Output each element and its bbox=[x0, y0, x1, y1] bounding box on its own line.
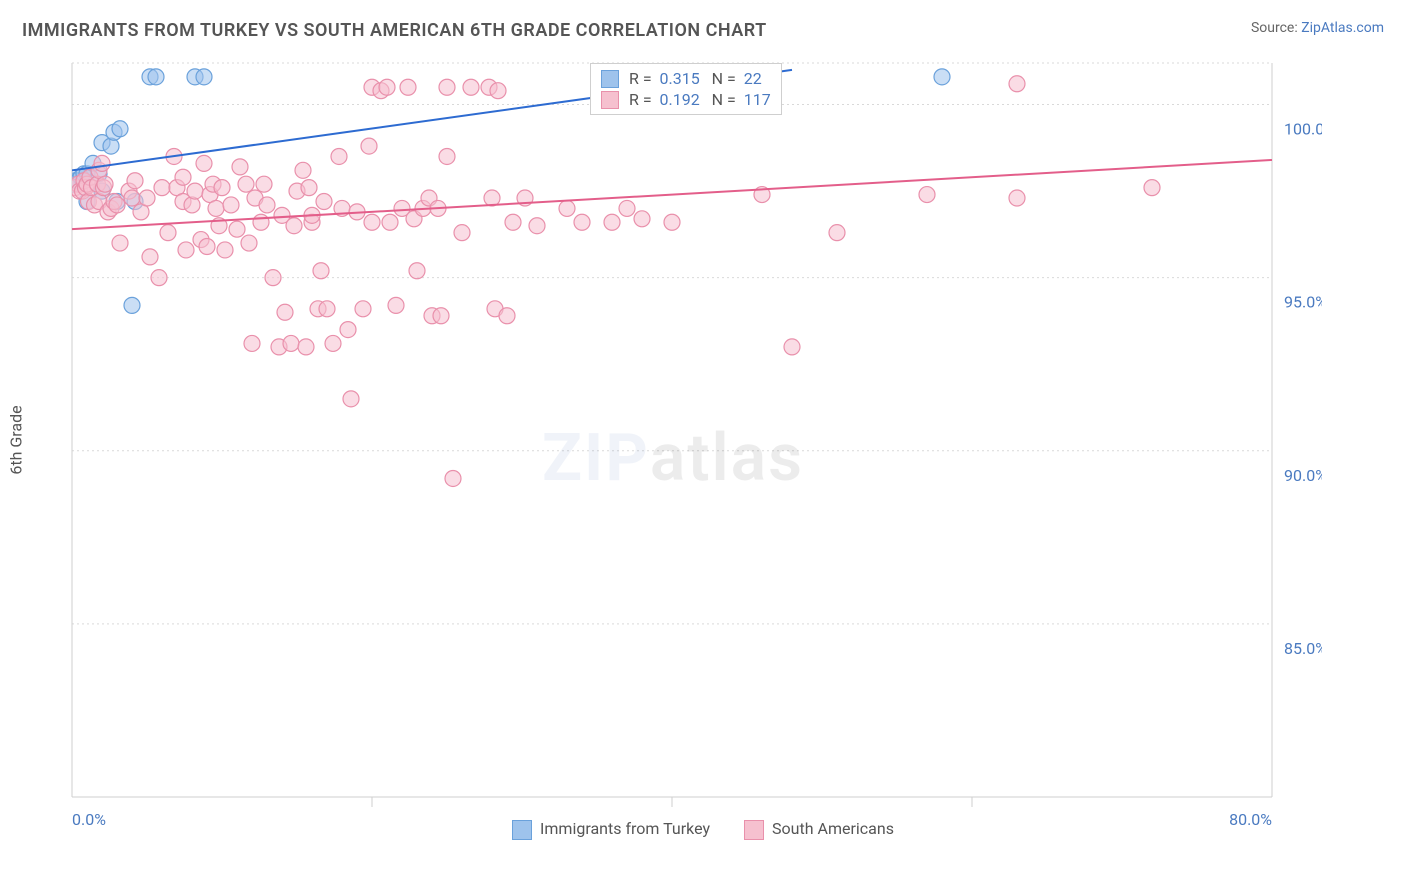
legend-swatch-south bbox=[601, 91, 619, 109]
svg-text:0.0%: 0.0% bbox=[72, 810, 106, 825]
svg-text:90.0%: 90.0% bbox=[1284, 466, 1322, 485]
svg-text:100.0%: 100.0% bbox=[1284, 120, 1322, 139]
source-label: Source: ZipAtlas.com bbox=[1251, 20, 1384, 36]
svg-text:80.0%: 80.0% bbox=[1229, 810, 1272, 825]
legend-swatch-turkey bbox=[601, 70, 619, 88]
source-prefix: Source: bbox=[1251, 20, 1301, 36]
correlation-row-south: R = 0.192 N = 117 bbox=[601, 89, 771, 110]
chart-title: IMMIGRANTS FROM TURKEY VS SOUTH AMERICAN… bbox=[22, 20, 767, 41]
correlation-scatter-chart: 85.0% 90.0% 95.0% 100.0% 0.0% 80.0% bbox=[22, 55, 1322, 825]
svg-text:85.0%: 85.0% bbox=[1284, 639, 1322, 658]
svg-text:95.0%: 95.0% bbox=[1284, 293, 1322, 312]
source-link[interactable]: ZipAtlas.com bbox=[1301, 20, 1384, 36]
y-axis-label: 6th Grade bbox=[7, 405, 26, 474]
correlation-row-turkey: R = 0.315 N = 22 bbox=[601, 68, 771, 89]
correlation-legend-box: R = 0.315 N = 22R = 0.192 N = 117 bbox=[590, 63, 782, 115]
